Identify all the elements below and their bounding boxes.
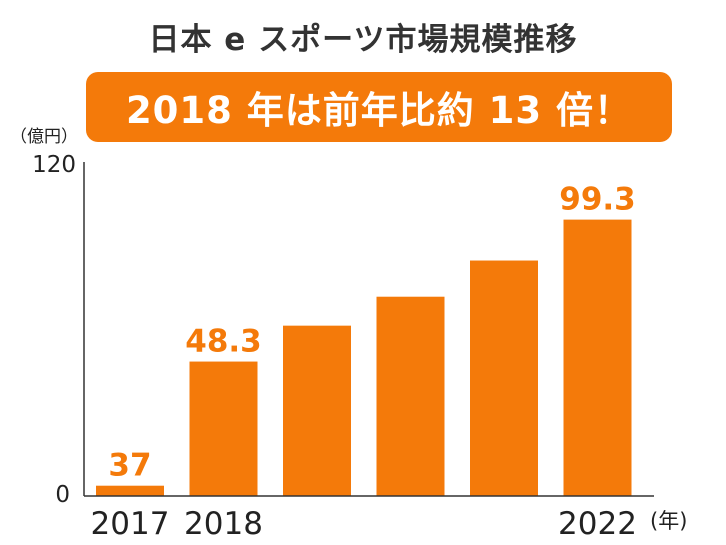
x-ticks-group: 2017 2018 2022: [91, 506, 637, 542]
x-tick-2017: 2017: [91, 506, 170, 542]
y-tick-min: 0: [55, 482, 70, 508]
bar-5: [470, 260, 538, 496]
bar-4: [376, 296, 445, 496]
headline-banner: 2018 年は前年比約 13 倍！: [86, 72, 672, 142]
bar-2: [189, 361, 258, 496]
bar-6: [563, 219, 632, 497]
y-axis-unit: （億円）: [10, 127, 78, 147]
x-tick-2022: 2022: [558, 506, 637, 542]
x-axis-unit: (年): [650, 509, 687, 533]
chart-title: 日本 e スポーツ市場規模推移: [148, 22, 578, 58]
bar-1: [96, 485, 164, 496]
y-tick-max: 120: [32, 152, 76, 178]
data-label-2: 48.3: [185, 324, 262, 360]
x-tick-2018: 2018: [184, 506, 263, 542]
data-label-6: 99.3: [559, 182, 636, 218]
bar-3: [283, 325, 351, 496]
data-label-1: 37: [108, 448, 151, 484]
bars-group: 37 48.3 99.3: [96, 182, 636, 497]
